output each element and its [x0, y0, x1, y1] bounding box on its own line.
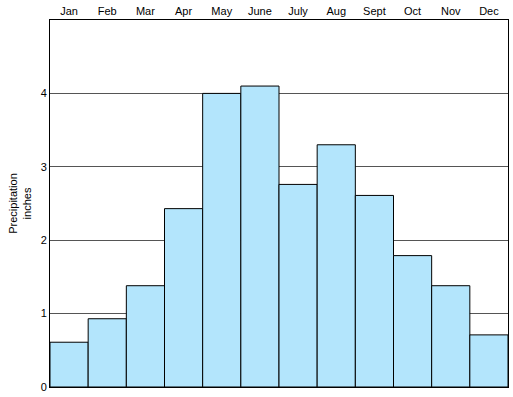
svg-text:Apr: Apr [175, 5, 192, 17]
svg-text:Jan: Jan [60, 5, 78, 17]
svg-text:Dec: Dec [479, 5, 499, 17]
svg-text:Oct: Oct [404, 5, 421, 17]
svg-text:Feb: Feb [98, 5, 117, 17]
svg-text:Sept: Sept [363, 5, 386, 17]
svg-text:4: 4 [41, 87, 47, 99]
svg-text:2: 2 [41, 234, 47, 246]
svg-text:0: 0 [41, 381, 47, 393]
svg-text:May: May [211, 5, 232, 17]
svg-text:3: 3 [41, 161, 47, 173]
svg-text:Nov: Nov [441, 5, 461, 17]
svg-text:July: July [288, 5, 308, 17]
svg-text:Precipitationinches: Precipitationinches [7, 173, 33, 234]
svg-text:Aug: Aug [326, 5, 346, 17]
svg-text:Mar: Mar [136, 5, 155, 17]
svg-text:June: June [248, 5, 272, 17]
svg-text:1: 1 [41, 307, 47, 319]
